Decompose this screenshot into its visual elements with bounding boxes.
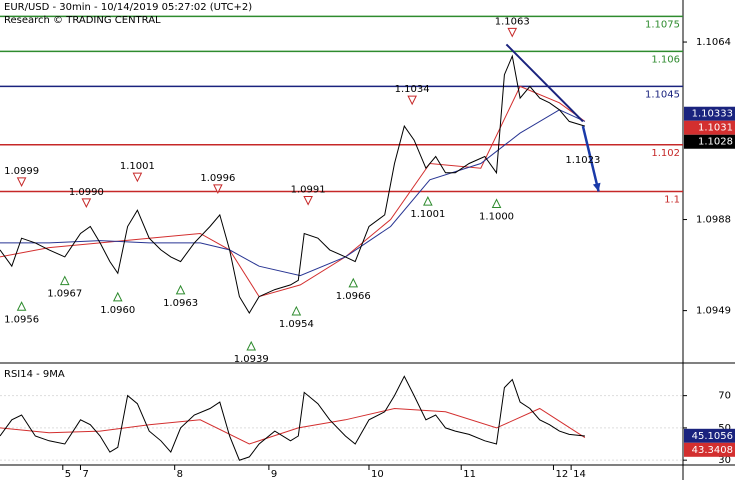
- moving-average: [0, 109, 586, 277]
- low-label: 1.0939: [234, 354, 269, 365]
- low-marker: [59, 275, 70, 286]
- level-label: 1.1: [664, 195, 680, 206]
- low-label: 1.0954: [279, 319, 314, 330]
- high-marker: [303, 196, 313, 206]
- low-marker: [491, 198, 502, 209]
- chart-subtitle: Research © TRADING CENTRAL: [4, 15, 161, 26]
- moving-average: [0, 407, 586, 445]
- low-label: 1.0960: [100, 305, 135, 316]
- arrow-head: [592, 182, 601, 192]
- low-label: 1.0956: [4, 314, 39, 325]
- low-marker: [112, 291, 123, 302]
- y-tick-label: 50: [718, 423, 731, 434]
- high-label: 1.0996: [200, 173, 235, 184]
- y-tick-label: 1.1064: [696, 37, 731, 48]
- price-tag-label: 1.1031: [698, 123, 733, 134]
- x-tick-label: 11: [463, 469, 476, 480]
- y-tick-label: 70: [718, 391, 731, 402]
- chart-title: EUR/USD - 30min - 10/14/2019 05:27:02 (U…: [4, 2, 252, 13]
- x-tick-label: 10: [371, 469, 384, 480]
- price-tag: [684, 106, 735, 121]
- low-marker: [175, 284, 186, 295]
- price-tag-label: 1.1028: [698, 137, 733, 148]
- target-label: 1.1023: [565, 155, 600, 166]
- level-label: 1.102: [651, 148, 680, 159]
- low-marker: [246, 340, 257, 351]
- price-tag: [684, 428, 735, 443]
- low-marker: [291, 305, 302, 316]
- price-line: [0, 54, 586, 314]
- low-marker: [16, 301, 27, 311]
- forecast-arrow: [581, 125, 600, 192]
- price-tag-label: 45.1056: [692, 431, 733, 442]
- low-marker: [423, 196, 433, 206]
- high-marker: [132, 172, 143, 183]
- low-label: 1.0967: [47, 289, 82, 300]
- x-tick-label: 5: [65, 469, 71, 480]
- y-tick-label: 30: [718, 455, 731, 466]
- high-label: 1.1034: [395, 84, 430, 95]
- price-tag-label: 43.3408: [692, 445, 733, 456]
- price-tag: [684, 442, 735, 457]
- high-marker: [81, 198, 92, 208]
- x-tick-label: 7: [82, 469, 88, 480]
- low-marker: [348, 277, 359, 288]
- low-label: 1.1001: [410, 209, 445, 220]
- high-marker: [407, 95, 417, 106]
- high-label: 1.1001: [120, 161, 155, 172]
- level-label: 1.1075: [645, 19, 680, 30]
- rsi-title: RSI14 - 9MA: [4, 369, 65, 380]
- price-tag-label: 1.10333: [692, 109, 733, 120]
- high-marker: [16, 177, 27, 187]
- low-label: 1.0966: [336, 291, 371, 302]
- x-tick-label: 9: [271, 469, 277, 480]
- price-tag: [684, 120, 735, 135]
- trendline: [505, 43, 584, 123]
- high-marker: [213, 184, 223, 194]
- high-label: 1.0999: [4, 166, 39, 177]
- x-tick-label: 14: [573, 469, 586, 480]
- level-label: 1.106: [651, 54, 680, 65]
- x-tick-label: 8: [177, 469, 183, 480]
- high-label: 1.0991: [291, 185, 326, 196]
- level-label: 1.1045: [645, 89, 680, 100]
- low-label: 1.1000: [479, 212, 514, 223]
- x-tick-label: 12: [555, 469, 568, 480]
- rsi-line: [0, 375, 585, 461]
- y-tick-label: 1.0988: [696, 215, 731, 226]
- high-label: 1.1063: [495, 16, 530, 27]
- high-label: 1.0990: [69, 187, 104, 198]
- high-marker: [507, 27, 518, 38]
- price-tag: [684, 134, 735, 149]
- low-label: 1.0963: [163, 298, 198, 309]
- y-tick-label: 1.0949: [696, 306, 731, 317]
